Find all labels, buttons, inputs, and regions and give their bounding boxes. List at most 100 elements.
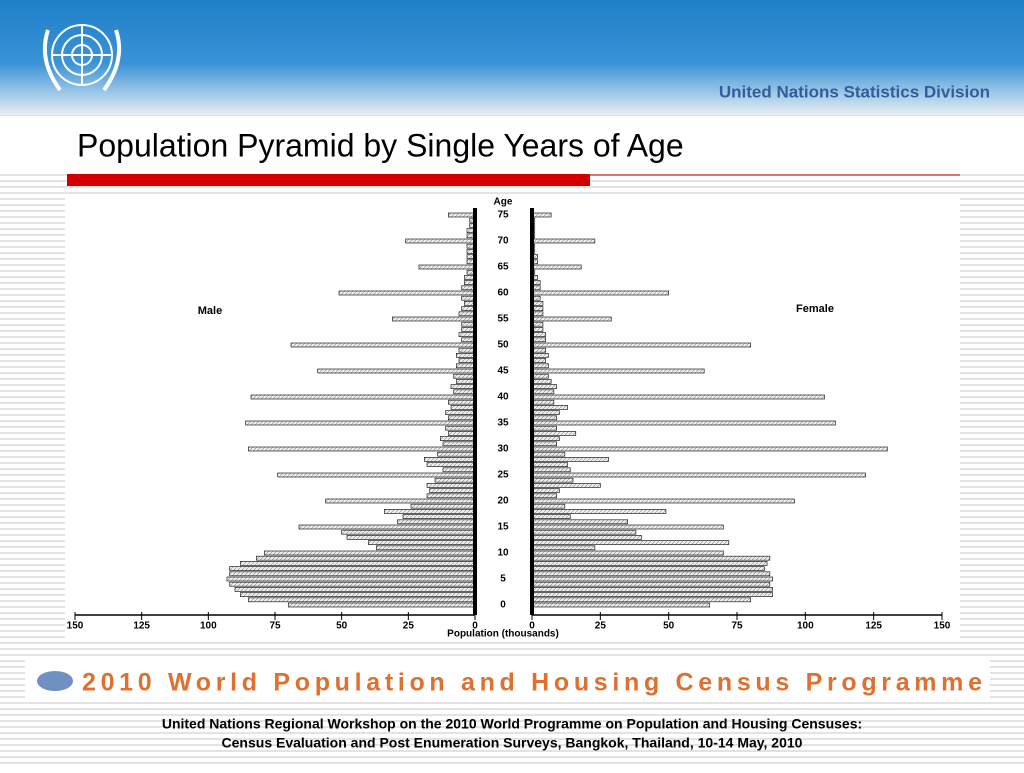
x-tick-label: 100 bbox=[797, 621, 814, 632]
age-label: 50 bbox=[497, 340, 509, 351]
bar bbox=[531, 519, 629, 525]
title-bg bbox=[0, 118, 1024, 174]
bar bbox=[531, 368, 705, 374]
bar bbox=[338, 290, 476, 296]
bar bbox=[290, 342, 476, 348]
bar bbox=[405, 238, 476, 244]
bar bbox=[426, 493, 476, 499]
bar bbox=[531, 425, 557, 431]
bar bbox=[531, 602, 711, 608]
bar bbox=[447, 212, 476, 218]
bar bbox=[255, 555, 476, 561]
bar bbox=[447, 431, 476, 436]
bar bbox=[531, 540, 730, 545]
bar bbox=[531, 399, 555, 405]
bar bbox=[450, 384, 476, 389]
x-tick-label: 75 bbox=[731, 621, 743, 632]
bar bbox=[531, 212, 552, 218]
legend-entry: Male bbox=[198, 305, 222, 317]
bar bbox=[531, 472, 866, 478]
bar bbox=[458, 358, 476, 363]
bar bbox=[531, 597, 752, 603]
bar bbox=[229, 566, 476, 571]
bar bbox=[437, 451, 476, 457]
x-tick-label: 50 bbox=[336, 621, 348, 632]
bar bbox=[391, 316, 476, 322]
bar bbox=[531, 337, 547, 343]
age-label: 35 bbox=[497, 418, 509, 429]
bar bbox=[346, 535, 476, 540]
bar bbox=[531, 347, 547, 353]
bar bbox=[531, 373, 549, 379]
age-label: 25 bbox=[497, 470, 509, 481]
bar bbox=[247, 597, 476, 603]
age-label: 15 bbox=[497, 522, 509, 533]
bar bbox=[445, 410, 476, 415]
bar bbox=[531, 316, 612, 322]
x-tick-label: 0 bbox=[529, 621, 535, 632]
bar bbox=[298, 524, 476, 530]
bar bbox=[426, 462, 476, 467]
bar bbox=[531, 467, 571, 473]
bar bbox=[531, 524, 724, 530]
bar bbox=[287, 602, 476, 608]
bar bbox=[531, 264, 582, 270]
bar bbox=[531, 592, 773, 597]
bar bbox=[455, 379, 476, 384]
x-tick-label: 25 bbox=[595, 621, 607, 632]
un-logo bbox=[42, 24, 122, 92]
bar bbox=[531, 509, 667, 514]
chart-area bbox=[65, 195, 960, 640]
slide-title: Population Pyramid by Single Years of Ag… bbox=[77, 127, 684, 163]
age-label: 55 bbox=[497, 314, 509, 325]
age-label: 65 bbox=[497, 262, 509, 273]
bar bbox=[531, 545, 596, 551]
bar bbox=[531, 571, 771, 577]
bar bbox=[226, 576, 476, 582]
bar bbox=[531, 503, 566, 509]
x-tick-label: 25 bbox=[403, 621, 415, 632]
bar bbox=[531, 576, 773, 582]
bar bbox=[447, 415, 476, 421]
age-label: 45 bbox=[497, 366, 509, 377]
bar bbox=[531, 587, 773, 592]
age-label: 75 bbox=[497, 210, 509, 221]
bar bbox=[458, 311, 476, 317]
header-band bbox=[0, 0, 1024, 115]
bar bbox=[410, 503, 476, 509]
age-label: 20 bbox=[497, 496, 509, 507]
x-tick-label: 125 bbox=[865, 621, 882, 632]
age-label: 70 bbox=[497, 236, 509, 247]
bar bbox=[239, 561, 476, 566]
x-tick-label: 125 bbox=[133, 621, 150, 632]
bar bbox=[531, 415, 557, 421]
bar bbox=[531, 353, 549, 358]
bar bbox=[531, 446, 888, 452]
bar bbox=[531, 477, 574, 483]
bar bbox=[455, 353, 476, 358]
bar bbox=[531, 451, 566, 457]
bar bbox=[531, 498, 795, 504]
bar bbox=[531, 332, 547, 337]
bar bbox=[239, 592, 476, 597]
banner-bg bbox=[25, 660, 990, 700]
age-label: 10 bbox=[497, 548, 509, 559]
bar bbox=[447, 399, 476, 405]
bar bbox=[245, 420, 476, 426]
bar bbox=[531, 384, 557, 389]
bar bbox=[531, 358, 547, 363]
bar bbox=[531, 493, 557, 499]
bar bbox=[531, 342, 752, 348]
bar bbox=[455, 363, 476, 369]
banner-logo bbox=[37, 671, 73, 691]
bar bbox=[458, 347, 476, 353]
bar bbox=[426, 483, 476, 488]
age-label: 60 bbox=[497, 288, 509, 299]
bar bbox=[531, 566, 765, 571]
bar bbox=[531, 535, 642, 540]
bar bbox=[531, 389, 555, 395]
center-axis bbox=[473, 208, 477, 615]
bar bbox=[531, 363, 549, 369]
